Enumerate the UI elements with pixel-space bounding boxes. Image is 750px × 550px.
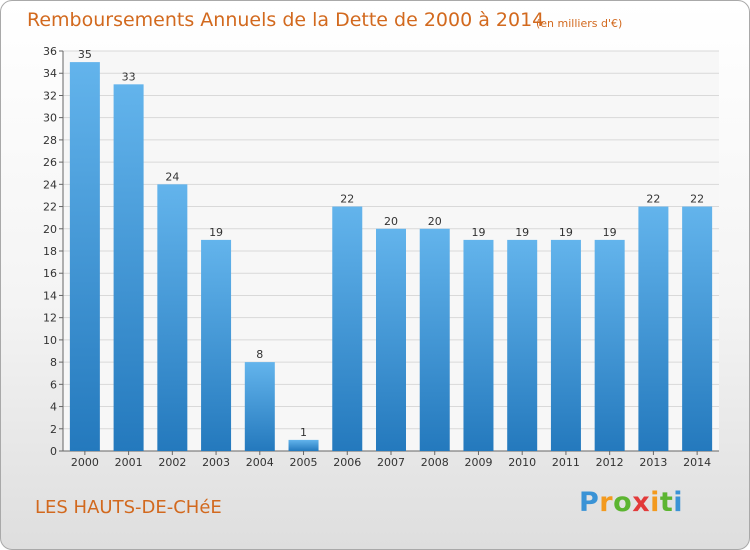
value-label-2004: 8: [256, 348, 263, 361]
y-tick-label: 22: [43, 201, 57, 214]
value-label-2007: 20: [384, 215, 398, 228]
y-tick-label: 18: [43, 245, 57, 258]
chart-subtitle: (en milliers d'€): [536, 17, 623, 30]
chart-title: Remboursements Annuels de la Dette de 20…: [27, 9, 545, 31]
value-label-2001: 33: [122, 70, 136, 83]
bar-2013: [638, 206, 669, 451]
proxiti-logo: Proxiti: [579, 487, 684, 518]
x-tick-label-2004: 2004: [246, 456, 274, 469]
x-tick-label-2008: 2008: [421, 456, 449, 469]
x-tick-label-2013: 2013: [639, 456, 667, 469]
value-label-2014: 22: [690, 193, 704, 206]
value-label-2005: 1: [300, 426, 307, 439]
y-tick-label: 16: [43, 267, 57, 280]
x-tick-label-2009: 2009: [464, 456, 492, 469]
bar-2004: [244, 362, 275, 451]
value-label-2009: 19: [471, 226, 485, 239]
place-name: LES HAUTS-DE-CHéE: [35, 497, 222, 518]
bar-2000: [69, 62, 100, 451]
value-label-2010: 19: [515, 226, 529, 239]
x-tick-label-2012: 2012: [596, 456, 624, 469]
bar-2008: [419, 228, 450, 451]
y-tick-label: 10: [43, 334, 57, 347]
y-tick-label: 6: [50, 378, 57, 391]
value-label-2006: 22: [340, 193, 354, 206]
bar-2002: [157, 184, 188, 452]
x-tick-label-2005: 2005: [290, 456, 318, 469]
x-tick-label-2006: 2006: [333, 456, 361, 469]
x-tick-label-2007: 2007: [377, 456, 405, 469]
x-tick-label-2010: 2010: [508, 456, 536, 469]
value-label-2013: 22: [646, 193, 660, 206]
y-tick-label: 12: [43, 312, 57, 325]
value-label-2000: 35: [78, 48, 92, 61]
bar-2009: [463, 239, 494, 451]
x-tick-label-2001: 2001: [115, 456, 143, 469]
y-tick-label: 30: [43, 112, 57, 125]
y-tick-label: 4: [50, 401, 57, 414]
value-label-2008: 20: [428, 215, 442, 228]
y-tick-label: 26: [43, 156, 57, 169]
value-label-2011: 19: [559, 226, 573, 239]
bar-2005: [288, 439, 319, 451]
value-label-2003: 19: [209, 226, 223, 239]
bar-2012: [594, 239, 625, 451]
y-tick-label: 24: [43, 178, 57, 191]
y-tick-label: 20: [43, 223, 57, 236]
x-tick-label-2014: 2014: [683, 456, 711, 469]
y-tick-label: 32: [43, 89, 57, 102]
bar-2010: [507, 239, 538, 451]
bar-2014: [682, 206, 713, 451]
x-tick-label-2003: 2003: [202, 456, 230, 469]
y-tick-label: 34: [43, 67, 57, 80]
bar-2007: [376, 228, 406, 451]
bar-2006: [332, 206, 363, 451]
bar-2001: [113, 84, 144, 451]
y-tick-label: 28: [43, 134, 57, 147]
y-tick-label: 36: [43, 45, 57, 58]
x-tick-label-2011: 2011: [552, 456, 580, 469]
bar-2011: [550, 239, 581, 451]
value-label-2002: 24: [165, 170, 179, 183]
x-tick-label-2000: 2000: [71, 456, 99, 469]
y-tick-label: 2: [50, 423, 57, 436]
bar-2003: [201, 239, 232, 451]
y-tick-label: 14: [43, 289, 57, 302]
x-tick-label-2002: 2002: [158, 456, 186, 469]
y-tick-label: 0: [50, 445, 57, 458]
value-label-2012: 19: [603, 226, 617, 239]
y-tick-label: 8: [50, 356, 57, 369]
